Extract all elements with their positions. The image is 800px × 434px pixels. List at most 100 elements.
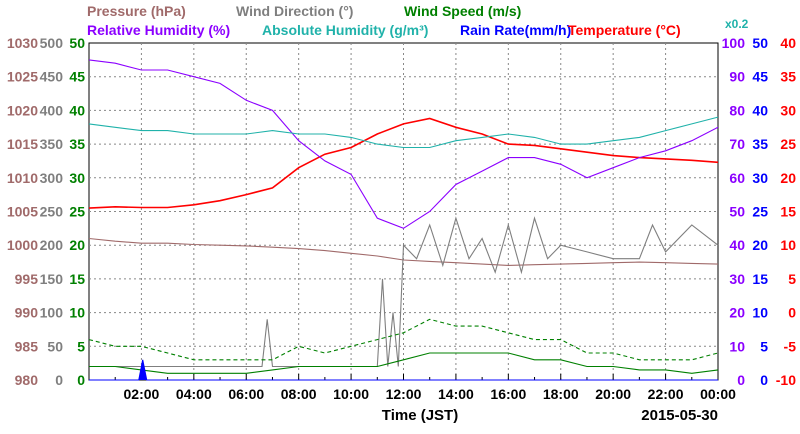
x-tick-label: 00:00 bbox=[700, 386, 736, 402]
right-tick-label: 20 bbox=[729, 305, 745, 321]
left-tick-label: 20 bbox=[69, 237, 85, 253]
series-wind-speed-m-s bbox=[89, 352, 719, 374]
left-tick-label: 990 bbox=[15, 305, 39, 321]
grid-lines bbox=[89, 43, 718, 380]
left-tick-label: 500 bbox=[40, 35, 64, 51]
x-tick-label: 02:00 bbox=[124, 386, 160, 402]
right-tick-label: 60 bbox=[729, 170, 745, 186]
x-tick-label: 04:00 bbox=[176, 386, 212, 402]
legend-temperature: Temperature (°C) bbox=[568, 22, 681, 38]
left-tick-label: 400 bbox=[40, 102, 64, 118]
right-tick-label: 30 bbox=[752, 170, 768, 186]
axis-tick-labels: 02:00 04:00 06:00 08:00 10:00 12:00 14:00 16:00… bbox=[7, 35, 796, 402]
right-tick-label: 25 bbox=[780, 136, 796, 152]
legend-relative-humidity: Relative Humidity (%) bbox=[87, 22, 230, 38]
x-tick-label: 16:00 bbox=[490, 386, 526, 402]
right-tick-label: 70 bbox=[729, 136, 745, 152]
left-tick-label: 30 bbox=[69, 170, 85, 186]
left-tick-label: 980 bbox=[15, 372, 39, 388]
right-tick-label: 30 bbox=[780, 102, 796, 118]
x-axis-label: Time (JST) bbox=[382, 407, 458, 424]
left-tick-label: 25 bbox=[69, 204, 85, 220]
legend-wind-speed: Wind Speed (m/s) bbox=[404, 3, 521, 19]
right-tick-label: 80 bbox=[729, 102, 745, 118]
right-tick-label: 0 bbox=[760, 372, 768, 388]
series-pressure-hpa bbox=[88, 237, 719, 266]
series-relative-humidity bbox=[88, 59, 719, 229]
left-tick-label: 5 bbox=[77, 338, 85, 354]
right-tick-label: 50 bbox=[752, 35, 768, 51]
right-tick-label: 20 bbox=[780, 170, 796, 186]
left-tick-label: 350 bbox=[40, 136, 64, 152]
right-tick-label: 5 bbox=[760, 338, 768, 354]
left-tick-label: 1025 bbox=[7, 69, 38, 85]
right-tick-label: 35 bbox=[780, 69, 796, 85]
left-tick-label: 1015 bbox=[7, 136, 38, 152]
series-rain-rate-mm-h bbox=[89, 359, 718, 381]
left-tick-label: 985 bbox=[15, 338, 39, 354]
right-tick-label: 10 bbox=[780, 237, 796, 253]
series-absolute-humidity-g-m bbox=[88, 116, 719, 149]
right-tick-label: -10 bbox=[776, 372, 796, 388]
x-tick-label: 10:00 bbox=[333, 386, 369, 402]
left-tick-label: 0 bbox=[77, 372, 85, 388]
right-tick-label: -5 bbox=[784, 338, 797, 354]
x-tick-label: 14:00 bbox=[438, 386, 474, 402]
left-tick-label: 35 bbox=[69, 136, 85, 152]
left-tick-label: 1020 bbox=[7, 102, 38, 118]
left-tick-label: 1000 bbox=[7, 237, 38, 253]
series-wind-direction bbox=[89, 216, 719, 368]
right-tick-label: 30 bbox=[729, 271, 745, 287]
series-lines bbox=[88, 59, 719, 381]
legend-rain-rate: Rain Rate(mm/h) bbox=[460, 22, 571, 38]
left-tick-label: 45 bbox=[69, 69, 85, 85]
left-tick-label: 250 bbox=[40, 204, 64, 220]
left-tick-label: 1010 bbox=[7, 170, 38, 186]
right-tick-label: 40 bbox=[729, 237, 745, 253]
series-wind-speed-gust-m-s bbox=[88, 318, 719, 361]
date-label: 2015-05-30 bbox=[641, 407, 718, 424]
legend-absolute-humidity: Absolute Humidity (g/m³) bbox=[262, 22, 428, 38]
series-temperature-c bbox=[88, 117, 719, 209]
left-tick-label: 50 bbox=[69, 35, 85, 51]
legend-wind-direction: Wind Direction (°) bbox=[236, 3, 353, 19]
left-tick-label: 0 bbox=[55, 372, 63, 388]
left-tick-label: 450 bbox=[40, 69, 64, 85]
left-tick-label: 100 bbox=[40, 305, 64, 321]
right-tick-label: 10 bbox=[752, 305, 768, 321]
x-tick-label: 20:00 bbox=[595, 386, 631, 402]
left-tick-label: 150 bbox=[40, 271, 64, 287]
right-tick-label: 15 bbox=[752, 271, 768, 287]
left-tick-label: 200 bbox=[40, 237, 64, 253]
right-tick-label: 50 bbox=[729, 204, 745, 220]
right-tick-label: 0 bbox=[788, 305, 796, 321]
right-tick-label: 90 bbox=[729, 69, 745, 85]
right-tick-label: 45 bbox=[752, 69, 768, 85]
left-tick-label: 10 bbox=[69, 305, 85, 321]
x-tick-label: 18:00 bbox=[543, 386, 579, 402]
x-tick-label: 06:00 bbox=[228, 386, 264, 402]
abs-humidity-scale-note: x0.2 bbox=[725, 17, 749, 31]
left-tick-label: 15 bbox=[69, 271, 85, 287]
right-tick-label: 5 bbox=[788, 271, 796, 287]
right-tick-label: 10 bbox=[729, 338, 745, 354]
right-tick-label: 0 bbox=[737, 372, 745, 388]
right-tick-label: 25 bbox=[752, 204, 768, 220]
left-tick-label: 1030 bbox=[7, 35, 38, 51]
legend-pressure: Pressure (hPa) bbox=[87, 3, 186, 19]
right-tick-label: 100 bbox=[722, 35, 746, 51]
x-tick-label: 22:00 bbox=[648, 386, 684, 402]
left-tick-label: 1005 bbox=[7, 204, 38, 220]
left-tick-label: 300 bbox=[40, 170, 64, 186]
left-tick-label: 50 bbox=[47, 338, 63, 354]
x-tick-label: 12:00 bbox=[386, 386, 422, 402]
right-tick-label: 15 bbox=[780, 204, 796, 220]
x-tick-label: 08:00 bbox=[281, 386, 317, 402]
left-tick-label: 995 bbox=[15, 271, 39, 287]
right-tick-label: 40 bbox=[752, 102, 768, 118]
right-tick-label: 40 bbox=[780, 35, 796, 51]
right-tick-label: 35 bbox=[752, 136, 768, 152]
left-tick-label: 40 bbox=[69, 102, 85, 118]
